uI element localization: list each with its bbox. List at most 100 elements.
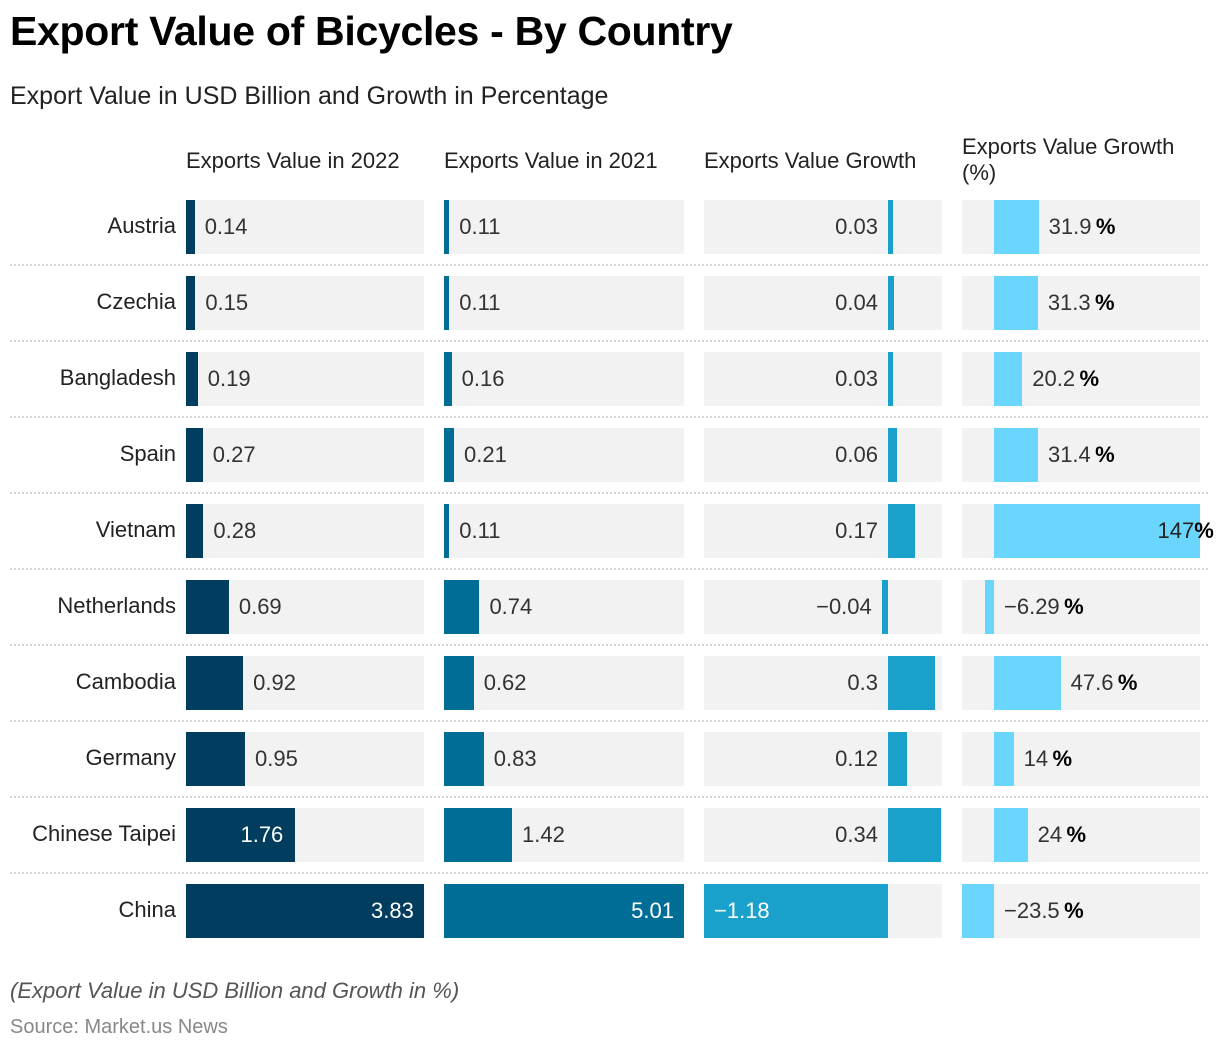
bar-track xyxy=(704,200,942,254)
bar-exports_2021 xyxy=(444,580,480,634)
data-label-growth: 0.12 xyxy=(835,746,878,771)
bar-exports_2022 xyxy=(186,656,244,710)
bar-exports_2021 xyxy=(444,808,513,862)
bar-growth_pct xyxy=(994,352,1023,406)
data-label-exports_2021: 0.83 xyxy=(493,746,537,771)
data-label-exports_2021: 0.16 xyxy=(461,366,505,391)
bar-exports_2022 xyxy=(186,352,198,406)
bar-growth xyxy=(881,580,888,634)
data-label-growth: 0.3 xyxy=(847,670,878,695)
bar-growth xyxy=(704,884,888,938)
bar-track xyxy=(444,200,684,254)
data-label-growth: 0.34 xyxy=(835,822,878,847)
data-label-growth_pct: −23.5 % xyxy=(1004,898,1084,923)
data-label-exports_2021: 0.11 xyxy=(459,290,501,315)
data-label-exports_2022: 0.19 xyxy=(207,366,251,391)
bar-track xyxy=(704,428,942,482)
data-label-exports_2021: 0.11 xyxy=(459,214,501,239)
data-label-exports_2022: 0.27 xyxy=(212,442,256,467)
data-label-exports_2022: 3.83 xyxy=(371,898,414,923)
row-label: Vietnam xyxy=(95,517,176,542)
bar-exports_2022 xyxy=(186,580,229,634)
bar-exports_2021 xyxy=(444,504,450,558)
bar-track xyxy=(444,656,684,710)
bar-exports_2021 xyxy=(444,884,684,938)
bar-growth xyxy=(888,504,915,558)
row-separator xyxy=(10,644,1208,646)
bar-exports_2022 xyxy=(186,504,204,558)
data-label-growth: −0.04 xyxy=(816,594,872,619)
bar-track xyxy=(444,428,684,482)
bar-growth xyxy=(888,352,893,406)
data-label-growth: 0.03 xyxy=(835,214,878,239)
bar-growth_pct xyxy=(994,428,1038,482)
data-label-growth: 0.04 xyxy=(835,290,878,315)
bar-track xyxy=(962,580,1200,634)
bar-growth xyxy=(888,200,893,254)
data-label-growth: −1.18 xyxy=(714,898,770,923)
data-label-exports_2022: 0.28 xyxy=(213,518,257,543)
bar-exports_2022 xyxy=(186,276,196,330)
bar-exports_2022 xyxy=(186,200,195,254)
data-label-growth_pct: 147% xyxy=(1157,518,1214,543)
data-label-growth_pct: 20.2 % xyxy=(1032,366,1100,391)
data-label-exports_2022: 0.15 xyxy=(205,290,249,315)
chart-source: Source: Market.us News xyxy=(10,1016,228,1038)
bar-growth_pct xyxy=(985,580,994,634)
bar-growth xyxy=(888,732,907,786)
data-label-growth_pct: 31.9 % xyxy=(1048,214,1116,239)
chart-note: (Export Value in USD Billion and Growth … xyxy=(10,978,460,1003)
row-label: Spain xyxy=(119,441,176,466)
data-label-exports_2022: 0.14 xyxy=(204,214,248,239)
data-label-exports_2021: 0.11 xyxy=(459,518,501,543)
bar-exports_2021 xyxy=(444,276,450,330)
bar-exports_2021 xyxy=(444,732,484,786)
bar-track xyxy=(444,732,684,786)
data-label-exports_2021: 5.01 xyxy=(631,898,674,923)
bar-growth xyxy=(888,428,898,482)
data-label-growth: 0.06 xyxy=(835,442,878,467)
data-label-exports_2022: 0.92 xyxy=(253,670,296,695)
column-header-growth: Exports Value Growth xyxy=(704,148,917,173)
row-label: Netherlands xyxy=(57,593,176,618)
column-header-exports_2022: Exports Value in 2022 xyxy=(186,148,400,173)
data-label-exports_2021: 1.42 xyxy=(522,822,565,847)
bar-growth_pct xyxy=(994,808,1028,862)
bar-track xyxy=(186,352,424,406)
bar-exports_2022 xyxy=(186,732,245,786)
bar-exports_2021 xyxy=(444,656,474,710)
bar-exports_2022 xyxy=(186,428,203,482)
bar-track xyxy=(444,504,684,558)
bar-exports_2022 xyxy=(186,808,296,862)
row-label: Chinese Taipei xyxy=(32,821,176,846)
bar-track xyxy=(186,276,424,330)
data-label-exports_2022: 0.69 xyxy=(238,594,282,619)
data-label-growth_pct: 14 % xyxy=(1023,746,1073,771)
row-separator xyxy=(10,796,1208,798)
data-label-exports_2021: 0.74 xyxy=(489,594,533,619)
data-label-growth: 0.03 xyxy=(835,366,878,391)
bar-track xyxy=(186,428,424,482)
row-separator xyxy=(10,416,1208,418)
bar-exports_2021 xyxy=(444,428,455,482)
bar-growth_pct xyxy=(962,884,994,938)
bar-growth_pct xyxy=(994,200,1039,254)
bar-growth_pct xyxy=(994,732,1014,786)
bar-growth xyxy=(888,808,942,862)
bar-track xyxy=(444,580,684,634)
row-separator xyxy=(10,264,1208,266)
chart-subtitle: Export Value in USD Billion and Growth i… xyxy=(10,82,609,110)
data-label-growth_pct: 31.3 % xyxy=(1047,290,1115,315)
bar-track xyxy=(186,504,424,558)
row-separator xyxy=(10,872,1208,874)
row-label: Austria xyxy=(107,213,176,238)
column-header-exports_2021: Exports Value in 2021 xyxy=(444,148,658,173)
data-label-growth_pct: 47.6 % xyxy=(1070,670,1138,695)
row-label: Bangladesh xyxy=(59,365,176,390)
row-separator xyxy=(10,492,1208,494)
row-label: Germany xyxy=(85,745,176,770)
chart-title: Export Value of Bicycles - By Country xyxy=(10,8,733,54)
row-separator xyxy=(10,568,1208,570)
bar-growth xyxy=(888,656,935,710)
row-separator xyxy=(10,340,1208,342)
